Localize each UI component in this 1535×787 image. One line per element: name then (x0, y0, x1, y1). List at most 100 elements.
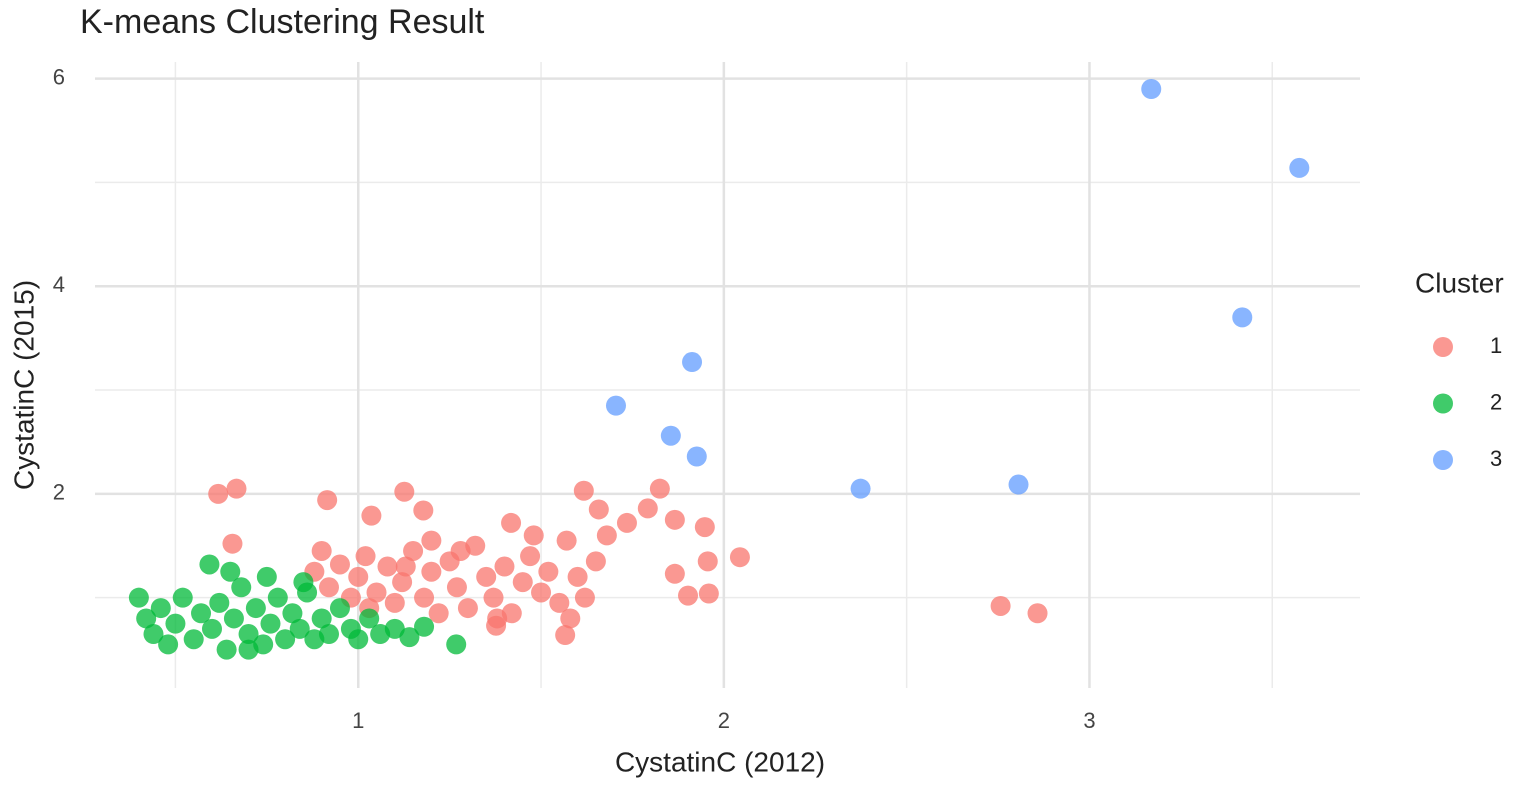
point (990, 595, 1011, 616)
point (574, 587, 595, 608)
point (403, 540, 424, 561)
point (678, 585, 699, 606)
point (355, 546, 376, 567)
point (329, 598, 350, 619)
y-tick-label: 4 (53, 272, 65, 297)
legend-swatch (1433, 337, 1453, 357)
y-tick-label: 6 (53, 64, 65, 89)
point (494, 556, 515, 577)
point (165, 613, 186, 634)
x-tick-label: 3 (1083, 708, 1095, 733)
chart-title: K-means Clustering Result (80, 3, 485, 41)
legend-label: 2 (1490, 389, 1502, 414)
point (649, 478, 670, 499)
point (450, 540, 471, 561)
point (1141, 78, 1162, 99)
point (660, 425, 681, 446)
point (487, 608, 508, 629)
point (311, 608, 332, 629)
point (172, 587, 193, 608)
point (1027, 603, 1048, 624)
point (585, 551, 606, 572)
point (560, 608, 581, 629)
point (199, 554, 220, 575)
legend-swatch (1433, 393, 1453, 414)
y-axis-title: CystatinC (2015) (8, 280, 39, 490)
point (395, 556, 416, 577)
legend-title: Cluster (1415, 267, 1504, 298)
point (318, 577, 339, 598)
point (1008, 474, 1029, 495)
point (267, 587, 288, 608)
legend-label: 1 (1490, 333, 1502, 358)
point (348, 629, 369, 650)
point (596, 525, 617, 546)
point (538, 561, 559, 582)
point (413, 500, 434, 521)
point (697, 551, 718, 572)
point (136, 608, 157, 629)
point (1289, 157, 1310, 178)
point (476, 566, 497, 587)
point (191, 603, 212, 624)
legend-label: 3 (1490, 446, 1502, 471)
point (694, 517, 715, 538)
point (414, 616, 435, 637)
point (216, 639, 237, 660)
point (128, 587, 149, 608)
point (289, 618, 310, 639)
point (392, 572, 413, 593)
point (361, 505, 382, 526)
point (150, 598, 171, 619)
point (520, 546, 541, 567)
point (282, 603, 303, 624)
point (311, 540, 332, 561)
point (698, 583, 719, 604)
point (143, 624, 164, 645)
point (220, 561, 241, 582)
point (231, 577, 252, 598)
point (366, 582, 387, 603)
legend-swatch (1433, 450, 1453, 470)
point (549, 592, 570, 613)
point (588, 499, 609, 520)
point (555, 625, 576, 646)
point (421, 561, 442, 582)
point (664, 563, 685, 584)
point (158, 634, 179, 655)
point (384, 618, 405, 639)
point (414, 587, 435, 608)
point (226, 478, 247, 499)
point (421, 530, 442, 551)
point (531, 582, 552, 603)
x-tick-label: 2 (718, 708, 730, 733)
point (329, 554, 350, 575)
point (850, 478, 871, 499)
y-tick-label: 2 (53, 480, 65, 505)
point (446, 634, 467, 655)
point (238, 624, 259, 645)
point (201, 618, 222, 639)
point (348, 566, 369, 587)
point (1232, 307, 1253, 328)
point (260, 613, 281, 634)
point (245, 598, 266, 619)
point (377, 556, 398, 577)
point (523, 525, 544, 546)
point (729, 547, 750, 568)
point (682, 352, 703, 373)
point (686, 446, 707, 467)
x-axis-title: CystatinC (2012) (615, 746, 825, 777)
point (567, 566, 588, 587)
point (223, 608, 244, 629)
x-tick-label: 1 (352, 708, 364, 733)
point (457, 598, 478, 619)
point (556, 530, 577, 551)
point (605, 395, 626, 416)
point (483, 587, 504, 608)
point (501, 512, 522, 533)
point (573, 480, 594, 501)
point (293, 572, 314, 593)
point (317, 490, 338, 511)
